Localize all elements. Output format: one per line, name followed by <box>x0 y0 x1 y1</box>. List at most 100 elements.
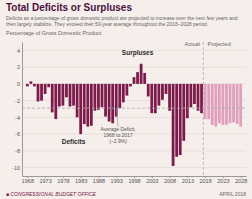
x-tick: 1983 <box>75 176 87 184</box>
bar <box>140 64 143 84</box>
y-tick-label: -8 <box>15 148 20 154</box>
y-tick-label: -6 <box>15 131 20 137</box>
bar <box>236 84 239 124</box>
background <box>0 0 252 199</box>
plot <box>22 42 246 176</box>
annotation: Surpluses <box>122 49 154 57</box>
y-tick: 4 <box>17 48 22 54</box>
bar <box>37 84 40 102</box>
x-tick-label: 1998 <box>128 178 140 184</box>
bar <box>126 84 129 96</box>
x-tick: 1973 <box>39 176 51 184</box>
y-tick-label: -4 <box>15 115 20 121</box>
bar <box>222 84 225 125</box>
bar <box>86 84 89 127</box>
bar <box>33 84 36 87</box>
annotation-arrow <box>116 108 118 127</box>
bar <box>94 84 97 111</box>
average-line <box>22 108 246 109</box>
bar <box>232 84 235 123</box>
bar <box>90 84 93 126</box>
title: Total Deficits or Surpluses <box>6 2 132 13</box>
projection-divider <box>203 42 204 176</box>
bar <box>239 84 242 127</box>
y-tick-label: 2 <box>17 64 20 70</box>
x-tick-label: 1988 <box>93 178 105 184</box>
bar <box>47 84 50 87</box>
bar <box>150 84 153 113</box>
bar <box>204 84 207 119</box>
bar <box>190 84 193 107</box>
bar <box>193 84 196 104</box>
bar <box>62 84 65 106</box>
x-tick: 2013 <box>182 176 194 184</box>
grid-line <box>22 150 246 151</box>
y-tick: -2 <box>15 98 22 104</box>
bar <box>111 84 114 123</box>
bar <box>200 84 203 113</box>
bar <box>54 84 57 119</box>
x-tick: 1993 <box>111 176 123 184</box>
y-tick-label: 0 <box>17 81 20 87</box>
bar <box>69 84 72 107</box>
bar <box>175 84 178 157</box>
y-tick-label: -10 <box>12 165 20 171</box>
x-axis-line <box>23 176 247 177</box>
bar <box>143 73 146 84</box>
bar <box>101 84 104 107</box>
bar <box>97 84 100 110</box>
chart-root: Total Deficits or SurplusesDeficits as a… <box>0 0 252 199</box>
bar <box>26 84 29 87</box>
y-tick: -8 <box>15 148 22 154</box>
grid-line <box>22 67 246 68</box>
y-axis: -10 -8 -6 -4 -2 0 2 4 <box>12 43 22 177</box>
bar <box>118 84 121 108</box>
annotation: Projected <box>207 41 230 47</box>
bar <box>115 84 118 117</box>
grid <box>22 50 246 167</box>
bar <box>133 77 136 84</box>
grid-line <box>22 167 246 168</box>
bar <box>147 84 150 97</box>
y-tick-label: 4 <box>17 48 20 54</box>
bar <box>229 84 232 123</box>
x-tick: 2008 <box>164 176 176 184</box>
bar <box>211 84 214 125</box>
annotation: Actual <box>185 41 200 47</box>
bar <box>72 84 75 106</box>
bar <box>214 84 217 127</box>
grid-line <box>22 134 246 135</box>
bar <box>207 84 210 119</box>
x-tick-label: 1978 <box>57 178 69 184</box>
y-tick: -6 <box>15 131 22 137</box>
bar <box>179 84 182 155</box>
x-tick: 2028 <box>235 176 247 184</box>
bar <box>40 84 43 101</box>
y-tick: -4 <box>15 115 22 121</box>
footer-right: APRIL 2018 <box>219 191 246 197</box>
bar <box>165 84 168 94</box>
x-tick-label: 2013 <box>182 178 194 184</box>
subtitle-line: then largely stabilize. They exceed thei… <box>6 21 208 27</box>
bar <box>197 84 200 111</box>
chart-svg: Total Deficits or SurplusesDeficits as a… <box>0 0 252 199</box>
bar <box>122 84 125 102</box>
x-tick-label: 1968 <box>22 178 34 184</box>
x-tick: 1978 <box>57 176 69 184</box>
bar <box>30 81 33 84</box>
x-tick-label: 1993 <box>111 178 123 184</box>
x-tick: 1998 <box>128 176 140 184</box>
bar <box>44 84 47 94</box>
x-tick: 1988 <box>93 176 105 184</box>
bar <box>108 84 111 122</box>
x-tick-label: 1973 <box>39 178 51 184</box>
bar <box>136 72 139 84</box>
y-axis-title: Percentage of Gross Domestic Product <box>6 30 102 36</box>
bar <box>58 84 61 107</box>
x-tick-label: 2028 <box>235 178 247 184</box>
x-tick-label: 2023 <box>217 178 229 184</box>
bar <box>161 84 164 100</box>
x-tick-label: 2003 <box>146 178 158 184</box>
x-tick: 2003 <box>146 176 158 184</box>
bar <box>83 84 86 124</box>
